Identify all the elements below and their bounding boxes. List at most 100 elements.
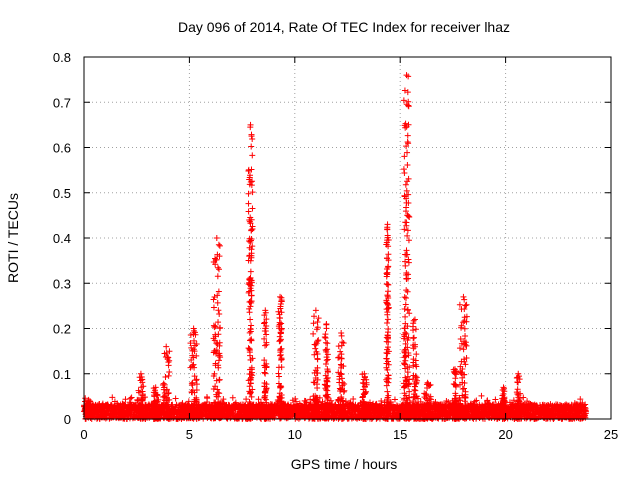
y-tick-label: 0.2 bbox=[53, 322, 71, 337]
y-tick-label: 0.1 bbox=[53, 367, 71, 382]
data-point bbox=[410, 335, 417, 342]
data-point bbox=[385, 251, 392, 258]
data-point bbox=[246, 383, 253, 390]
data-point bbox=[275, 370, 282, 377]
data-point bbox=[243, 396, 250, 403]
data-point bbox=[247, 316, 254, 323]
data-point bbox=[400, 97, 407, 104]
data-point bbox=[166, 369, 173, 376]
data-point bbox=[292, 395, 299, 402]
y-tick-label: 0.3 bbox=[53, 276, 71, 291]
data-point bbox=[350, 395, 357, 402]
data-point bbox=[204, 395, 211, 402]
data-point bbox=[445, 398, 452, 405]
data-point bbox=[412, 326, 419, 333]
data-point bbox=[215, 319, 222, 326]
data-point bbox=[324, 346, 331, 353]
data-point bbox=[401, 170, 408, 177]
data-point bbox=[217, 324, 224, 331]
data-point bbox=[122, 396, 129, 403]
y-tick-label: 0.5 bbox=[53, 186, 71, 201]
data-point bbox=[247, 325, 254, 332]
data-point bbox=[473, 397, 480, 404]
data-point bbox=[277, 337, 284, 344]
data-point bbox=[245, 168, 252, 175]
data-point bbox=[248, 133, 255, 140]
data-point bbox=[470, 401, 477, 408]
data-point bbox=[127, 395, 134, 402]
data-point bbox=[323, 320, 330, 327]
data-point bbox=[248, 166, 255, 173]
axis-ticks bbox=[83, 56, 612, 420]
data-point bbox=[275, 364, 282, 371]
data-point bbox=[128, 394, 135, 401]
data-point bbox=[262, 370, 269, 377]
data-point bbox=[402, 181, 409, 188]
data-point bbox=[460, 385, 467, 392]
data-point bbox=[248, 322, 255, 329]
data-point bbox=[462, 332, 469, 339]
data-point bbox=[383, 338, 390, 345]
data-points bbox=[81, 72, 589, 422]
data-point bbox=[384, 281, 391, 288]
data-point bbox=[401, 153, 408, 160]
data-point bbox=[404, 89, 411, 96]
data-point bbox=[385, 325, 392, 332]
x-tick-label: 15 bbox=[393, 427, 407, 442]
data-point bbox=[401, 294, 408, 301]
y-tick-label: 0.4 bbox=[53, 231, 71, 246]
x-tick-label: 20 bbox=[498, 427, 512, 442]
chart-title: Day 096 of 2014, Rate Of TEC Index for r… bbox=[178, 19, 510, 35]
data-point bbox=[324, 340, 331, 347]
data-point bbox=[384, 388, 391, 395]
data-point bbox=[302, 397, 309, 404]
data-point bbox=[405, 213, 412, 220]
data-point bbox=[312, 307, 319, 314]
data-point bbox=[246, 329, 253, 336]
data-point bbox=[163, 343, 170, 350]
data-point bbox=[314, 319, 321, 326]
x-tick-label: 0 bbox=[80, 427, 87, 442]
y-tick-labels: 00.10.20.30.40.50.60.70.8 bbox=[53, 50, 71, 427]
data-point bbox=[215, 241, 222, 248]
data-point bbox=[384, 316, 391, 323]
data-point bbox=[229, 394, 236, 401]
data-point bbox=[384, 311, 391, 318]
data-point bbox=[402, 219, 409, 226]
data-point bbox=[409, 323, 416, 330]
data-point bbox=[500, 391, 507, 398]
data-point bbox=[384, 221, 391, 228]
data-point bbox=[109, 394, 116, 401]
data-point bbox=[271, 414, 278, 421]
data-point bbox=[213, 340, 220, 347]
x-axis-label: GPS time / hours bbox=[291, 456, 398, 472]
data-point bbox=[403, 295, 410, 302]
data-point bbox=[460, 293, 467, 300]
data-point bbox=[277, 330, 284, 337]
data-point bbox=[276, 373, 283, 380]
data-point bbox=[404, 227, 411, 234]
data-point bbox=[137, 370, 144, 377]
data-point bbox=[249, 135, 256, 142]
data-point bbox=[214, 264, 221, 271]
data-point bbox=[210, 386, 217, 393]
data-point bbox=[247, 337, 254, 344]
y-tick-label: 0.7 bbox=[53, 95, 71, 110]
data-point bbox=[338, 330, 345, 337]
data-point bbox=[248, 143, 255, 150]
data-point bbox=[215, 357, 222, 364]
x-tick-label: 5 bbox=[186, 427, 193, 442]
data-point bbox=[384, 319, 391, 326]
data-point bbox=[165, 372, 172, 379]
data-point bbox=[478, 392, 485, 399]
data-point bbox=[249, 152, 256, 159]
data-point bbox=[384, 335, 391, 342]
x-tick-label: 25 bbox=[604, 427, 618, 442]
data-point bbox=[247, 268, 254, 275]
data-point bbox=[404, 132, 411, 139]
data-point bbox=[262, 342, 269, 349]
data-point bbox=[459, 386, 466, 393]
data-point bbox=[162, 373, 169, 380]
data-point bbox=[404, 149, 411, 156]
y-axis-label: ROTI / TECUs bbox=[5, 193, 21, 283]
